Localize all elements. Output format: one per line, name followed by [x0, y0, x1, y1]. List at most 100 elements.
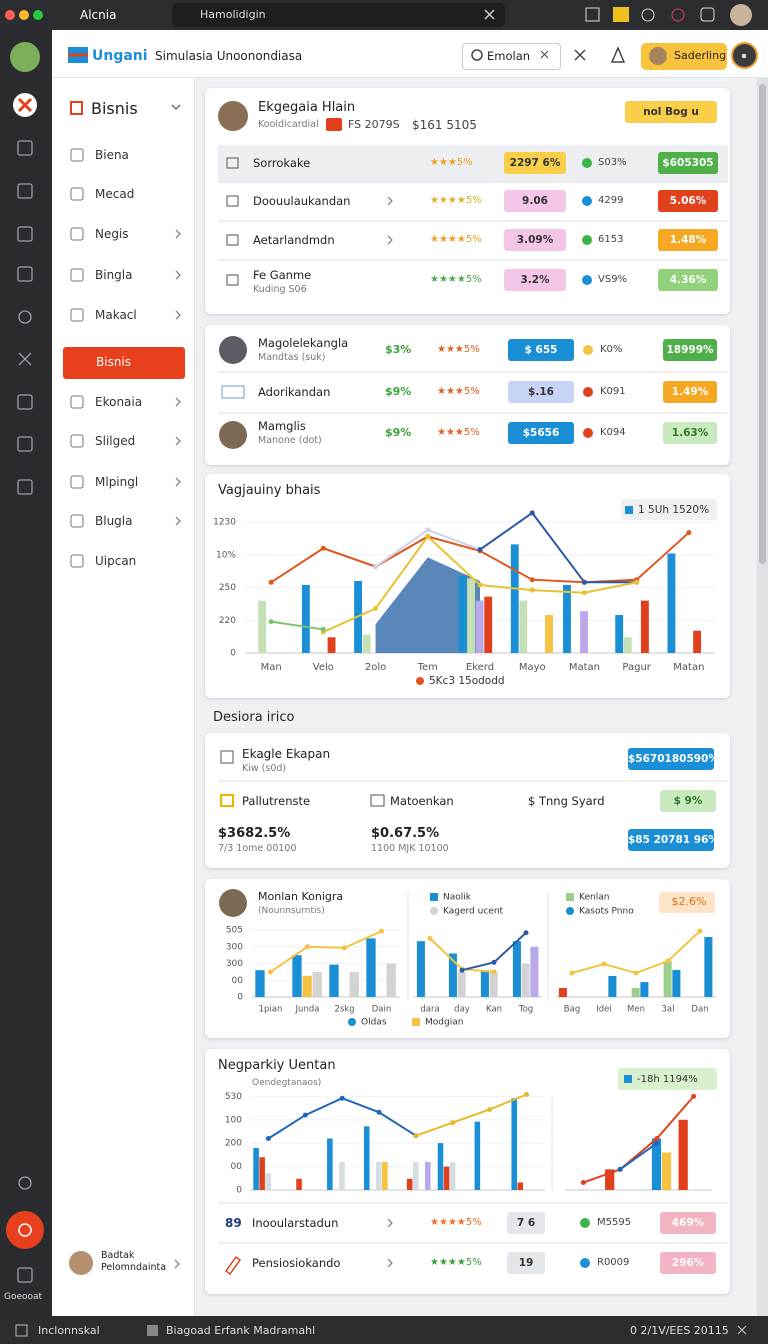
card-sub: (Nounnsurntis) — [258, 906, 325, 916]
bar — [253, 1147, 259, 1190]
scroll-thumb[interactable] — [759, 84, 766, 564]
nav-item[interactable]: Bingla — [95, 268, 133, 282]
icon[interactable] — [585, 7, 600, 22]
point — [413, 1133, 419, 1139]
window-zoom[interactable] — [33, 10, 43, 20]
point — [665, 958, 671, 964]
nav-item[interactable]: Blugla — [95, 514, 133, 528]
stat-value: $3682.5% — [218, 826, 291, 841]
nav-icon — [70, 148, 84, 162]
point — [529, 587, 535, 593]
collapse-icon[interactable] — [171, 104, 181, 110]
x-tick-label: Mayo — [519, 662, 546, 673]
line — [479, 511, 637, 584]
bar — [457, 971, 466, 997]
point — [376, 1109, 382, 1115]
icon[interactable] — [613, 7, 629, 22]
bar — [255, 970, 265, 997]
bar — [693, 630, 702, 653]
icon[interactable] — [641, 8, 655, 22]
scrollbar[interactable] — [757, 78, 768, 1316]
bar — [382, 1161, 388, 1190]
nav-item[interactable]: Uipcan — [95, 554, 137, 568]
nav-item[interactable]: Mecad — [95, 187, 135, 201]
nav-icon — [70, 308, 84, 322]
sidebar-icon — [70, 101, 83, 115]
icon[interactable] — [671, 8, 685, 22]
app-logo-mark — [17, 97, 33, 113]
bar — [521, 963, 530, 997]
bar — [640, 600, 649, 653]
user-role: Pelomndainta — [101, 1262, 167, 1273]
nav-item[interactable]: Bisnis — [96, 355, 132, 369]
bar — [484, 596, 493, 653]
chevron — [175, 436, 181, 446]
row-icon — [220, 750, 234, 764]
point — [601, 961, 607, 967]
chart-title: Vagjauiny bhais — [218, 483, 321, 498]
legend-swatch — [430, 893, 438, 901]
x-tick-label: 2olo — [365, 662, 386, 673]
x-tick-label: Idei — [596, 1005, 612, 1015]
bar — [704, 937, 713, 997]
nav-item[interactable]: Negis — [95, 227, 129, 241]
icon[interactable] — [610, 46, 626, 63]
fab-button[interactable] — [6, 1211, 44, 1249]
icon[interactable] — [574, 49, 586, 61]
fab-icon — [18, 1223, 32, 1237]
chevron — [175, 229, 181, 239]
nav-item[interactable]: Mlpingl — [95, 475, 139, 489]
legend-swatch — [624, 1075, 632, 1083]
nav-item[interactable]: Biena — [95, 148, 129, 162]
y-tick-label: 0 — [237, 993, 243, 1003]
tab-close[interactable] — [484, 9, 495, 20]
nav-icon — [70, 475, 84, 489]
icon[interactable] — [700, 7, 715, 22]
badge: $ 655 — [508, 339, 574, 361]
avatar[interactable] — [730, 4, 752, 26]
rail-label: Goeooat — [4, 1292, 43, 1302]
search-box[interactable] — [462, 43, 561, 70]
nav-item[interactable]: Slilged — [95, 434, 136, 448]
status: S03% — [598, 157, 627, 168]
nav-item[interactable]: Makacl — [95, 308, 137, 322]
rating: ★★★5% — [437, 386, 480, 397]
section-title: Desiora irico — [213, 710, 295, 725]
window-close[interactable] — [5, 10, 15, 20]
dividers — [218, 181, 728, 1244]
nav-item[interactable]: Ekonaia — [95, 395, 143, 409]
point — [491, 969, 497, 975]
bar — [474, 1121, 481, 1190]
avatar[interactable] — [10, 42, 40, 72]
point — [425, 533, 431, 539]
legend-label: 1 5Uh 1520% — [638, 504, 709, 516]
y-tick-label: 505 — [226, 926, 243, 936]
card-title: Ekagle Ekapan — [242, 747, 331, 761]
bar — [615, 615, 624, 653]
row-icon: 89 — [225, 1216, 242, 1230]
window-minimize[interactable] — [19, 10, 29, 20]
y-tick-label: 0 — [230, 649, 236, 659]
row-sub: Manone (dot) — [258, 435, 322, 446]
chevron — [175, 310, 181, 320]
legend-label: 5Kc3 15ododd — [429, 675, 505, 687]
bar — [661, 1152, 672, 1190]
x-tick-label: Tem — [417, 662, 438, 673]
icon-rail — [0, 30, 52, 1316]
badge: $5656 — [508, 422, 574, 444]
badge: $605305 — [658, 152, 718, 174]
status: K0% — [600, 344, 623, 355]
close-icon[interactable] — [737, 1325, 747, 1335]
bar — [362, 634, 371, 653]
tag: FS 2079S — [348, 118, 400, 131]
rail-icons[interactable] — [17, 140, 33, 1283]
status-dot — [580, 1218, 590, 1228]
x-tick-label: Kan — [486, 1005, 502, 1015]
row-icon — [220, 794, 234, 807]
browser-tab[interactable] — [172, 3, 505, 27]
status: 4299 — [598, 195, 624, 206]
search-clear[interactable] — [540, 50, 549, 59]
chevron — [387, 1218, 393, 1228]
active-item[interactable] — [63, 347, 185, 379]
badge: 2297 6% — [504, 152, 566, 174]
